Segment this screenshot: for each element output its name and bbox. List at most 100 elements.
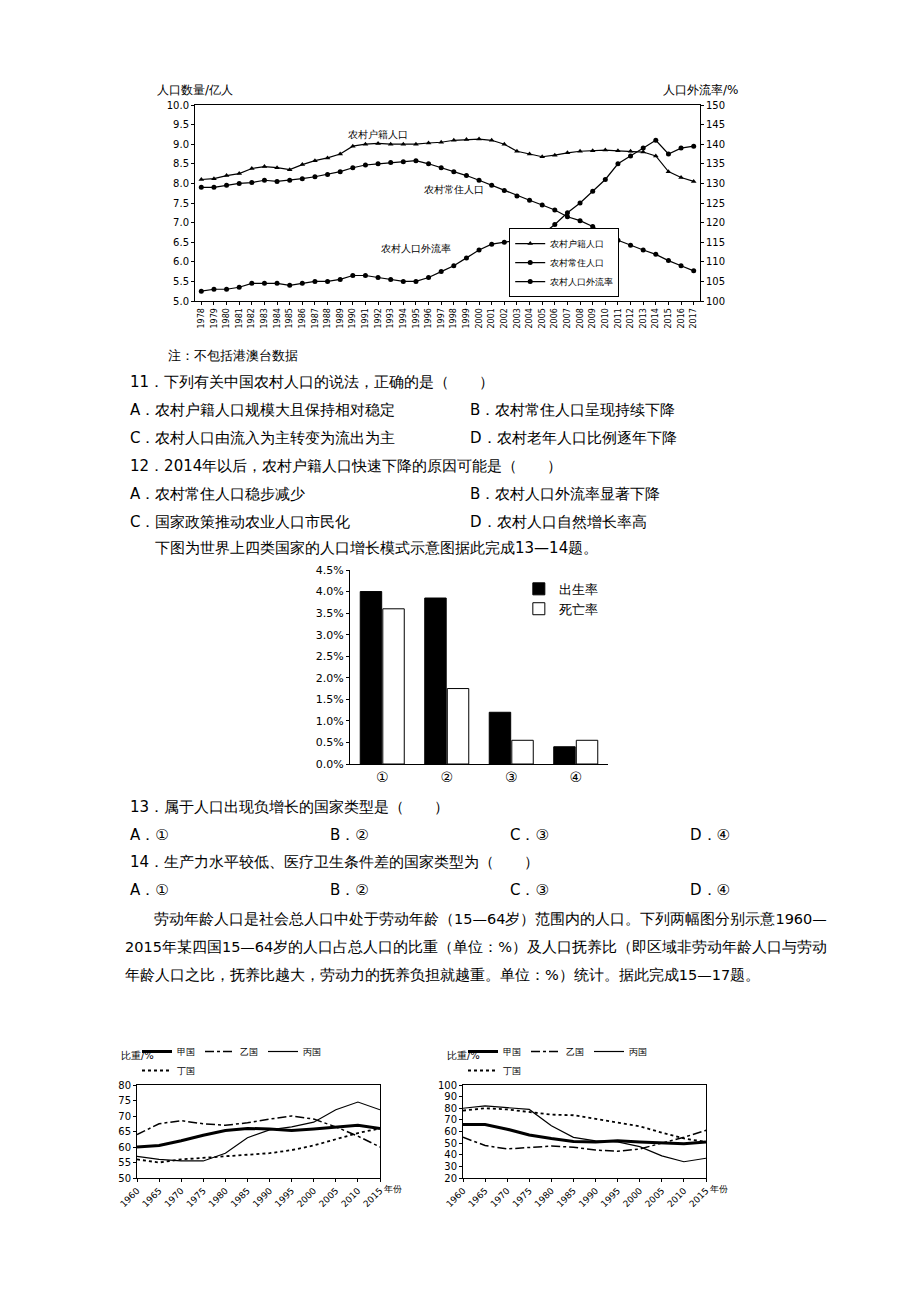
svg-text:1994: 1994 — [399, 308, 408, 328]
svg-text:人口外流率/%: 人口外流率/% — [663, 83, 738, 97]
svg-text:2012: 2012 — [626, 308, 635, 328]
svg-text:1978: 1978 — [197, 308, 206, 328]
svg-text:2010: 2010 — [601, 308, 610, 328]
svg-text:120: 120 — [706, 217, 725, 228]
svg-text:2017: 2017 — [689, 308, 698, 328]
svg-text:80: 80 — [118, 1080, 131, 1091]
svg-text:2000: 2000 — [475, 308, 484, 328]
svg-text:60: 60 — [444, 1126, 457, 1137]
svg-text:2016: 2016 — [677, 308, 686, 328]
svg-text:1980: 1980 — [207, 1186, 230, 1209]
svg-text:7.0: 7.0 — [173, 217, 189, 228]
svg-text:2009: 2009 — [588, 308, 597, 328]
svg-text:丙国: 丙国 — [629, 1047, 647, 1057]
svg-text:甲国: 甲国 — [503, 1047, 521, 1057]
svg-text:死亡率: 死亡率 — [559, 602, 598, 617]
svg-text:1981: 1981 — [235, 308, 244, 328]
svg-text:2003: 2003 — [513, 308, 522, 328]
svg-text:1970: 1970 — [489, 1186, 512, 1209]
svg-text:75: 75 — [118, 1095, 131, 1106]
svg-text:20: 20 — [444, 1173, 457, 1184]
svg-text:2015: 2015 — [361, 1186, 384, 1209]
svg-text:农村常住人口: 农村常住人口 — [550, 258, 604, 268]
svg-text:1.0%: 1.0% — [316, 715, 344, 728]
svg-text:6.5: 6.5 — [173, 237, 189, 248]
svg-text:比重/%: 比重/% — [447, 1050, 480, 1061]
svg-text:1975: 1975 — [185, 1186, 208, 1209]
svg-text:1986: 1986 — [298, 308, 307, 328]
svg-text:1965: 1965 — [466, 1186, 489, 1209]
svg-text:100: 100 — [706, 296, 725, 307]
svg-text:7.5: 7.5 — [173, 198, 189, 209]
svg-text:135: 135 — [706, 158, 725, 169]
svg-text:110: 110 — [706, 256, 725, 267]
svg-text:1960: 1960 — [118, 1186, 141, 1209]
svg-text:1995: 1995 — [412, 308, 421, 328]
svg-text:2008: 2008 — [576, 308, 585, 328]
svg-text:①: ① — [376, 769, 389, 785]
svg-text:1985: 1985 — [229, 1186, 252, 1209]
svg-text:1988: 1988 — [323, 308, 332, 328]
svg-text:比重/%: 比重/% — [121, 1050, 154, 1061]
svg-text:8.5: 8.5 — [173, 158, 189, 169]
svg-text:1995: 1995 — [273, 1186, 296, 1209]
svg-text:40: 40 — [444, 1149, 457, 1160]
svg-text:2015: 2015 — [687, 1186, 710, 1209]
svg-text:2002: 2002 — [500, 308, 509, 328]
svg-text:3.5%: 3.5% — [316, 607, 344, 620]
svg-text:1960: 1960 — [444, 1186, 467, 1209]
svg-text:115: 115 — [706, 237, 725, 248]
svg-text:出生率: 出生率 — [559, 582, 598, 597]
svg-text:1991: 1991 — [361, 308, 370, 328]
svg-text:农村人口外流率: 农村人口外流率 — [381, 243, 451, 254]
svg-text:2007: 2007 — [563, 308, 572, 328]
svg-text:0.0%: 0.0% — [316, 758, 344, 771]
svg-text:1984: 1984 — [273, 308, 282, 328]
svg-text:2015: 2015 — [664, 308, 673, 328]
svg-text:5.5: 5.5 — [173, 276, 189, 287]
svg-text:④: ④ — [569, 769, 582, 785]
svg-text:年份: 年份 — [384, 1184, 402, 1194]
svg-text:丁国: 丁国 — [503, 1066, 521, 1076]
svg-text:50: 50 — [118, 1173, 131, 1184]
svg-text:1987: 1987 — [311, 308, 320, 328]
svg-text:9.5: 9.5 — [173, 119, 189, 130]
svg-text:100: 100 — [438, 1080, 457, 1091]
svg-text:2.5%: 2.5% — [316, 650, 344, 663]
svg-text:农村人口外流率: 农村人口外流率 — [550, 277, 613, 287]
svg-text:1995: 1995 — [599, 1186, 622, 1209]
svg-text:80: 80 — [444, 1103, 457, 1114]
svg-text:1985: 1985 — [285, 308, 294, 328]
svg-text:1982: 1982 — [247, 308, 256, 328]
svg-text:1999: 1999 — [462, 308, 471, 328]
svg-text:2005: 2005 — [538, 308, 547, 328]
svg-text:2010: 2010 — [665, 1186, 688, 1209]
svg-text:农村户籍人口: 农村户籍人口 — [550, 239, 604, 249]
svg-text:1997: 1997 — [437, 308, 446, 328]
svg-text:105: 105 — [706, 276, 725, 287]
svg-text:2004: 2004 — [525, 308, 534, 328]
svg-text:年份: 年份 — [710, 1184, 728, 1194]
svg-text:②: ② — [440, 769, 453, 785]
svg-text:30: 30 — [444, 1161, 457, 1172]
svg-text:1983: 1983 — [260, 308, 269, 328]
svg-text:1993: 1993 — [386, 308, 395, 328]
svg-text:农村常住人口: 农村常住人口 — [424, 184, 484, 195]
svg-text:140: 140 — [706, 139, 725, 150]
svg-text:1979: 1979 — [210, 308, 219, 328]
svg-text:1985: 1985 — [555, 1186, 578, 1209]
svg-text:2.0%: 2.0% — [316, 672, 344, 685]
svg-text:55: 55 — [118, 1157, 131, 1168]
svg-text:农村户籍人口: 农村户籍人口 — [348, 129, 408, 140]
svg-text:2005: 2005 — [317, 1186, 340, 1209]
svg-text:5.0: 5.0 — [173, 296, 189, 307]
svg-text:145: 145 — [706, 119, 725, 130]
svg-text:乙国: 乙国 — [240, 1047, 258, 1057]
svg-text:1990: 1990 — [577, 1186, 600, 1209]
svg-text:③: ③ — [505, 769, 518, 785]
svg-text:0.5%: 0.5% — [316, 736, 344, 749]
svg-text:1970: 1970 — [163, 1186, 186, 1209]
svg-text:70: 70 — [118, 1111, 131, 1122]
svg-text:2010: 2010 — [339, 1186, 362, 1209]
svg-text:50: 50 — [444, 1138, 457, 1149]
